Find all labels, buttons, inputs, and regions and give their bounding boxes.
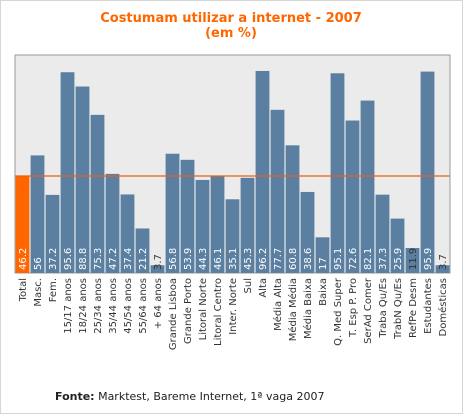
value-label-5: 75.3 (93, 248, 104, 270)
category-label-19: Média Baixa (302, 278, 314, 339)
bar-4 (75, 86, 90, 274)
category-label-20: Baixa (318, 278, 329, 306)
bar-9 (150, 265, 165, 273)
bar-22 (345, 120, 360, 273)
bar-19 (300, 191, 315, 273)
category-label-28: Domésticas (437, 278, 449, 336)
value-label-24: 37.3 (378, 248, 389, 270)
category-label-6: 35/44 anos (108, 278, 119, 334)
category-label-18: Média Média (287, 278, 299, 341)
bar-8 (135, 228, 150, 273)
category-label-23: SerAd Comer (363, 277, 374, 344)
bar-17 (270, 109, 285, 273)
category-labels-group: Total Masc. Fem. 15/17 anos 18/24 anos 25/34 … (18, 277, 449, 350)
source-label: Fonte: (55, 390, 95, 403)
value-label-2: 37.2 (48, 248, 59, 270)
value-label-13: 46.1 (213, 248, 224, 270)
bar-10 (165, 153, 180, 273)
bar-0 (15, 175, 30, 273)
category-label-26: RefPe Desm (408, 278, 419, 338)
category-label-0: Total (18, 278, 29, 302)
bar-chart: Costumam utilizar a internet - 2007 (em … (14, 11, 451, 350)
value-label-14: 35.1 (228, 248, 239, 270)
value-label-19: 38.6 (303, 248, 314, 270)
bar-5 (90, 114, 105, 274)
bar-11 (180, 159, 195, 273)
value-label-22: 72.6 (348, 248, 359, 270)
bar-1 (30, 155, 45, 273)
value-label-25: 25.9 (393, 248, 404, 270)
category-label-25: TrabN Qu/Es (393, 278, 404, 340)
category-label-10: Grande Lisboa (168, 278, 179, 350)
category-label-1: Masc. (33, 278, 44, 307)
value-label-8: 21.2 (138, 248, 149, 270)
value-label-6: 47.2 (108, 248, 119, 270)
category-label-2: Fem. (48, 278, 59, 302)
bar-7 (120, 194, 135, 273)
bar-23 (360, 100, 375, 273)
value-label-18: 60.8 (288, 248, 299, 270)
bar-18 (285, 145, 300, 273)
category-label-14: Inter. Norte (228, 278, 239, 335)
chart-title: Costumam utilizar a internet - 2007 (100, 11, 362, 26)
value-label-17: 77.7 (273, 248, 284, 270)
value-label-27: 95.9 (423, 248, 434, 270)
bar-20 (315, 237, 330, 273)
category-label-9: + 64 anos (153, 278, 164, 329)
bar-14 (225, 199, 240, 273)
value-label-9: 3.7 (153, 254, 164, 270)
category-label-13: Litoral Centro (213, 278, 224, 346)
category-label-11: Grande Porto (183, 278, 194, 344)
category-label-22: T. Esp P. Pro (348, 278, 359, 338)
value-label-20: 17 (318, 257, 329, 270)
value-label-21: 95.1 (333, 248, 344, 270)
category-label-15: Sul (243, 278, 254, 293)
category-label-27: Estudantes (423, 278, 434, 334)
bar-28 (435, 265, 450, 273)
category-label-5: 25/34 anos (93, 278, 104, 334)
value-label-10: 56.8 (168, 248, 179, 270)
chart-subtitle: (em %) (205, 26, 257, 41)
bar-13 (210, 176, 225, 273)
value-label-3: 95.6 (63, 248, 74, 270)
value-label-23: 82.1 (363, 248, 374, 270)
bar-24 (375, 194, 390, 273)
bars-group (15, 70, 450, 274)
category-label-8: 55/64 anos (138, 278, 149, 334)
category-label-24: Traba Qu/Es (378, 278, 389, 339)
category-label-12: Litoral Norte (198, 278, 209, 340)
value-label-16: 96.2 (258, 248, 269, 270)
category-label-21: Q. Med Super (333, 277, 344, 346)
value-label-15: 45.3 (243, 248, 254, 270)
source-text: Marktest, Bareme Internet, 1ª vaga 2007 (94, 390, 325, 403)
value-label-1: 56 (33, 257, 44, 270)
category-label-4: 18/24 anos (78, 278, 89, 334)
value-labels-group: 46.2 56 37.2 95.6 88.8 75.3 47.2 37.4 21.2 3.7 56.… (18, 248, 449, 270)
source-note: Fonte: Marktest, Bareme Internet, 1ª vag… (55, 390, 324, 403)
value-label-0: 46.2 (18, 248, 29, 270)
bar-16 (255, 70, 270, 273)
bar-21 (330, 73, 345, 273)
bar-3 (60, 72, 75, 274)
bar-25 (390, 218, 405, 273)
category-label-3: 15/17 anos (63, 278, 74, 334)
bar-26 (405, 248, 420, 273)
bar-15 (240, 177, 255, 273)
bar-12 (195, 179, 210, 273)
value-label-12: 44.3 (198, 248, 209, 270)
category-label-17: Média Alta (272, 278, 284, 331)
value-label-28: 3.7 (438, 254, 449, 270)
value-label-11: 53.9 (183, 248, 194, 270)
category-label-7: 45/54 anos (123, 278, 134, 334)
bar-6 (105, 173, 120, 273)
category-label-16: Alta (258, 278, 269, 298)
value-label-4: 88.8 (78, 248, 89, 270)
bar-27 (420, 71, 435, 273)
bar-2 (45, 194, 60, 273)
value-label-7: 37.4 (123, 248, 134, 270)
value-label-26: 11.9 (408, 248, 419, 270)
